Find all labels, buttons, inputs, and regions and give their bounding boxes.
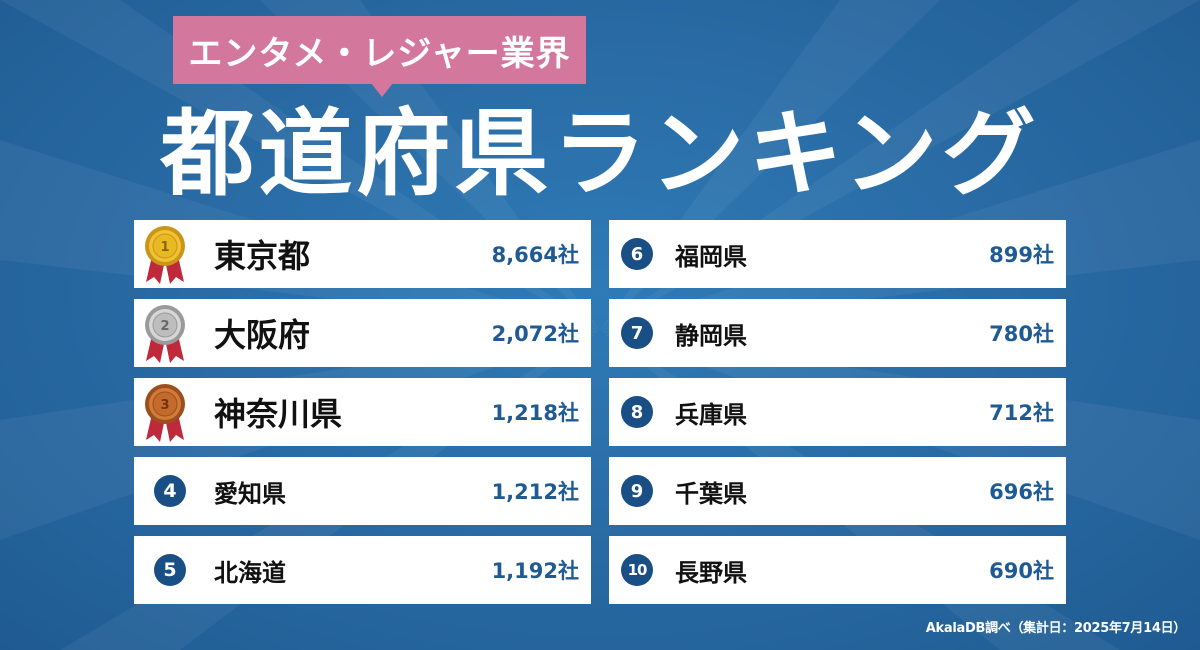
svg-text:2: 2 [160, 319, 169, 334]
prefecture-name: 静岡県 [675, 321, 747, 350]
prefecture-name: 長野県 [675, 558, 747, 587]
bronze-medal-icon: 3 [145, 384, 185, 442]
company-count: 1,192社 [491, 559, 579, 583]
ranking-row-5: 5 北海道 1,192社 [134, 536, 591, 604]
ranking-row-9: 9 千葉県 696社 [609, 457, 1066, 525]
category-tag: エンタメ・レジャー業界 [173, 16, 586, 84]
svg-text:3: 3 [160, 398, 169, 413]
ranking-row-4: 4 愛知県 1,212社 [134, 457, 591, 525]
company-count: 8,664社 [491, 243, 579, 267]
company-count: 780社 [989, 322, 1054, 346]
ranking-row-2: 2 大阪府 2,072社 [134, 299, 591, 367]
category-tag-pointer [371, 83, 393, 97]
prefecture-name: 福岡県 [675, 242, 747, 271]
ranking-row-1: 1 東京都 8,664社 [134, 220, 591, 288]
page-title: 都道府県ランキング [160, 100, 1040, 209]
prefecture-name: 東京都 [214, 237, 311, 275]
company-count: 712社 [989, 401, 1054, 425]
svg-text:1: 1 [160, 240, 169, 255]
company-count: 696社 [989, 480, 1054, 504]
ranking-row-3: 3 神奈川県 1,218社 [134, 378, 591, 446]
rank-badge: 6 [621, 238, 653, 270]
rank-badge: 4 [154, 475, 186, 507]
rank-badge: 5 [154, 554, 186, 586]
company-count: 899社 [989, 243, 1054, 267]
company-count: 690社 [989, 559, 1054, 583]
rank-badge: 7 [621, 317, 653, 349]
ranking-row-6: 6 福岡県 899社 [609, 220, 1066, 288]
source-note: AkalaDB調べ（集計日：2025年7月14日） [925, 621, 1187, 636]
company-count: 1,212社 [491, 480, 579, 504]
company-count: 2,072社 [491, 322, 579, 346]
rank-badge: 9 [621, 475, 653, 507]
rank-badge: 8 [621, 396, 653, 428]
silver-medal-icon: 2 [145, 305, 185, 363]
prefecture-name: 神奈川県 [214, 395, 343, 433]
ranking-row-10: 10 長野県 690社 [609, 536, 1066, 604]
prefecture-name: 北海道 [214, 558, 286, 587]
company-count: 1,218社 [491, 401, 579, 425]
ranking-row-7: 7 静岡県 780社 [609, 299, 1066, 367]
gold-medal-icon: 1 [145, 226, 185, 284]
prefecture-name: 大阪府 [214, 316, 311, 354]
rank-badge: 10 [621, 554, 653, 586]
ranking-row-8: 8 兵庫県 712社 [609, 378, 1066, 446]
prefecture-name: 千葉県 [675, 479, 747, 508]
prefecture-name: 兵庫県 [675, 400, 747, 429]
prefecture-name: 愛知県 [214, 479, 286, 508]
